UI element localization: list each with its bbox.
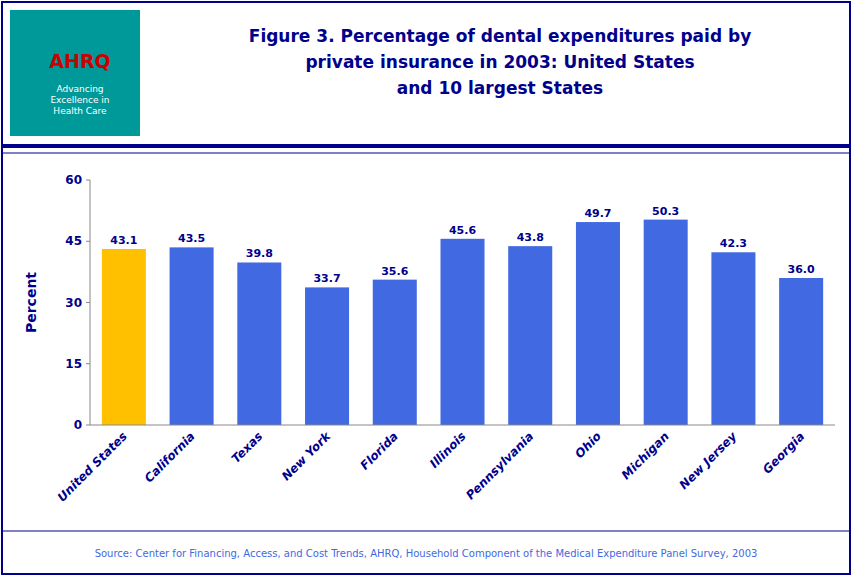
header-line: [2, 144, 850, 148]
x-tick-label: New Jersey: [677, 428, 741, 492]
bar: [440, 239, 484, 425]
data-label: 50.3: [652, 205, 679, 218]
x-tick-label: United States: [55, 429, 130, 504]
bar: [170, 247, 214, 425]
bars: [102, 220, 823, 425]
y-tick-label: 30: [65, 296, 82, 310]
x-tick-label: Georgia: [760, 429, 807, 476]
data-label: 39.8: [246, 247, 273, 260]
text-line: Advancing: [56, 84, 103, 94]
text-line: and 10 largest States: [397, 78, 603, 98]
y-tick-label: 15: [65, 357, 82, 371]
border: [2, 2, 850, 574]
data-label: 36.0: [788, 263, 815, 276]
x-tick-label: Illinois: [427, 429, 469, 471]
y-axis-label: Percent: [23, 272, 39, 333]
bar: [644, 220, 688, 425]
x-tick-label: Texas: [229, 429, 266, 466]
bar: [102, 249, 146, 425]
data-label: 43.1: [110, 234, 137, 247]
data-label: 45.6: [449, 224, 476, 237]
y-tick-label: 45: [65, 234, 82, 248]
logo-subtext: AdvancingExcellence inHealth Care: [50, 84, 109, 116]
bar: [373, 280, 417, 425]
text-line: Excellence in: [50, 95, 109, 105]
bar: [508, 246, 552, 425]
y-tick-label: 60: [65, 173, 82, 187]
x-tick-label: California: [142, 429, 198, 485]
y-tick: [86, 302, 90, 303]
data-label: 49.7: [584, 207, 611, 220]
y-tick: [86, 241, 90, 242]
data-label: 43.5: [178, 232, 205, 245]
x-tick-label: New York: [279, 429, 334, 484]
data-label: 35.6: [381, 265, 408, 278]
bar: [711, 252, 755, 425]
x-tick-label: Florida: [358, 429, 401, 472]
y-tick: [86, 425, 90, 426]
y-tick-label: 0: [74, 418, 82, 432]
bar: [576, 222, 620, 425]
text-line: Health Care: [53, 106, 107, 116]
bar: [305, 287, 349, 425]
y-tick: [86, 180, 90, 181]
bar: [237, 262, 281, 425]
data-label: 42.3: [720, 237, 747, 250]
y-tick: [86, 363, 90, 364]
x-tick-label: Ohio: [572, 429, 604, 461]
source: Source: Center for Financing, Access, an…: [95, 548, 758, 559]
chart-svg: AHRQ AdvancingExcellence inHealth Care Fig…: [0, 0, 852, 576]
x-tick-label: Michigan: [619, 429, 672, 482]
chart-container: AHRQ AdvancingExcellence inHealth Care Fig…: [0, 0, 852, 576]
text-line: Figure 3. Percentage of dental expenditu…: [249, 26, 751, 46]
x-tick-label: Pennsylvania: [463, 429, 536, 502]
data-label: 33.7: [313, 272, 340, 285]
logo: [10, 10, 140, 136]
text-line: private insurance in 2003: United States: [305, 52, 694, 72]
footer-line: [2, 531, 850, 532]
logo-text: AHRQ: [49, 50, 110, 72]
header-line: [2, 153, 850, 154]
title: Figure 3. Percentage of dental expenditu…: [249, 26, 751, 98]
data-label: 43.8: [517, 231, 544, 244]
x-axis: [90, 425, 835, 426]
bar: [779, 278, 823, 425]
